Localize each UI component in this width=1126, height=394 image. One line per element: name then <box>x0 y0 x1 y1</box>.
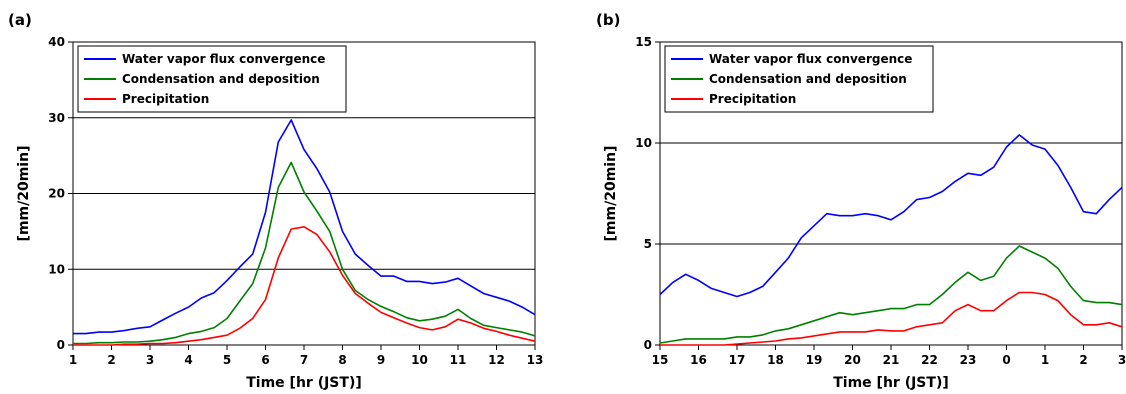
series-line-1 <box>73 119 536 335</box>
series-line-2 <box>659 245 1123 344</box>
series-lines <box>659 134 1123 346</box>
x-tick-label: 13 <box>527 353 544 367</box>
legend-label: Condensation and deposition <box>709 72 907 86</box>
y-axis-title: [mm/20min] <box>16 146 32 242</box>
series-line-1 <box>659 134 1123 298</box>
y-tick-label: 0 <box>644 338 652 352</box>
y-axis-title: [mm/20min] <box>603 146 619 242</box>
legend-label: Water vapor flux convergence <box>122 52 325 66</box>
y-tick-label: 40 <box>48 35 65 49</box>
x-tick-label: 23 <box>960 353 977 367</box>
legend: Water vapor flux convergence Condensation… <box>77 45 347 113</box>
x-axis-ticks: 1 2 3 4 5 6 7 8 9 10 11 12 13 <box>69 345 544 367</box>
x-tick-label: 10 <box>411 353 428 367</box>
y-tick-label: 20 <box>48 187 65 201</box>
legend-label: Precipitation <box>709 92 796 106</box>
x-tick-label: 2 <box>107 353 115 367</box>
x-tick-label: 22 <box>921 353 938 367</box>
x-tick-label: 6 <box>261 353 269 367</box>
series-line-3 <box>660 291 1123 346</box>
x-tick-label: 5 <box>223 353 231 367</box>
y-axis-ticks: 0 10 20 30 40 <box>48 35 73 352</box>
y-tick-label: 10 <box>48 262 65 276</box>
x-tick-label: 1 <box>69 353 77 367</box>
legend: Water vapor flux convergence Condensation… <box>664 45 934 113</box>
y-axis-ticks: 0 5 10 15 <box>635 35 660 352</box>
legend-label: Condensation and deposition <box>122 72 320 86</box>
panel-label: (a) <box>8 11 32 29</box>
panel-label: (b) <box>596 11 620 29</box>
x-tick-label: 3 <box>1118 353 1126 367</box>
x-tick-label: 7 <box>300 353 308 367</box>
legend-box <box>77 45 347 113</box>
x-tick-label: 12 <box>488 353 505 367</box>
series-line-3 <box>73 226 536 346</box>
grid-lines <box>73 117 535 270</box>
legend-label: Precipitation <box>122 92 209 106</box>
legend-label: Water vapor flux convergence <box>709 52 912 66</box>
x-tick-label: 20 <box>844 353 861 367</box>
y-tick-label: 0 <box>57 338 65 352</box>
x-tick-label: 17 <box>729 353 746 367</box>
x-tick-label: 4 <box>184 353 192 367</box>
y-tick-label: 5 <box>644 237 652 251</box>
x-tick-label: 2 <box>1079 353 1087 367</box>
y-tick-label: 30 <box>48 111 65 125</box>
x-tick-label: 19 <box>806 353 823 367</box>
series-line-2 <box>73 161 536 345</box>
x-axis-ticks: 15 16 17 18 19 20 21 22 23 0 1 2 3 <box>652 345 1126 367</box>
x-axis-title: Time [hr (JST)] <box>246 375 362 391</box>
x-tick-label: 1 <box>1041 353 1049 367</box>
x-tick-label: 0 <box>1002 353 1010 367</box>
grid-lines <box>660 142 1122 245</box>
x-tick-label: 21 <box>883 353 900 367</box>
x-tick-label: 18 <box>767 353 784 367</box>
x-tick-label: 16 <box>690 353 707 367</box>
x-tick-label: 15 <box>652 353 669 367</box>
x-tick-label: 11 <box>450 353 467 367</box>
y-tick-label: 15 <box>635 35 652 49</box>
x-tick-label: 3 <box>146 353 154 367</box>
x-axis-title: Time [hr (JST)] <box>833 375 949 391</box>
series-lines <box>73 119 536 346</box>
legend-box <box>664 45 934 113</box>
y-tick-label: 10 <box>635 136 652 150</box>
x-tick-label: 8 <box>338 353 346 367</box>
x-tick-label: 9 <box>377 353 385 367</box>
